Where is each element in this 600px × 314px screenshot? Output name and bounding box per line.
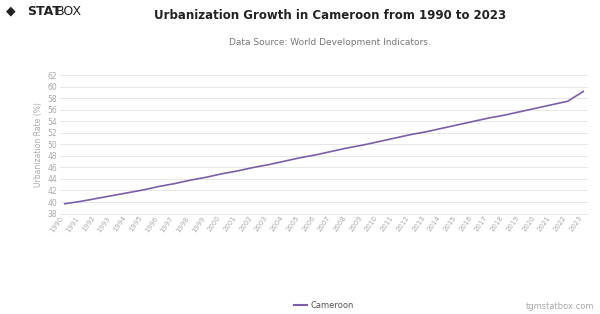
Text: tgmstatbox.com: tgmstatbox.com — [526, 302, 594, 311]
Text: Data Source: World Development Indicators.: Data Source: World Development Indicator… — [229, 38, 431, 47]
Legend: Cameroon: Cameroon — [291, 298, 357, 313]
Text: Urbanization Growth in Cameroon from 1990 to 2023: Urbanization Growth in Cameroon from 199… — [154, 9, 506, 22]
Text: BOX: BOX — [56, 5, 82, 18]
Text: ◆: ◆ — [6, 5, 16, 18]
Text: STAT: STAT — [27, 5, 61, 18]
Y-axis label: Urbanization Rate (%): Urbanization Rate (%) — [34, 102, 43, 187]
